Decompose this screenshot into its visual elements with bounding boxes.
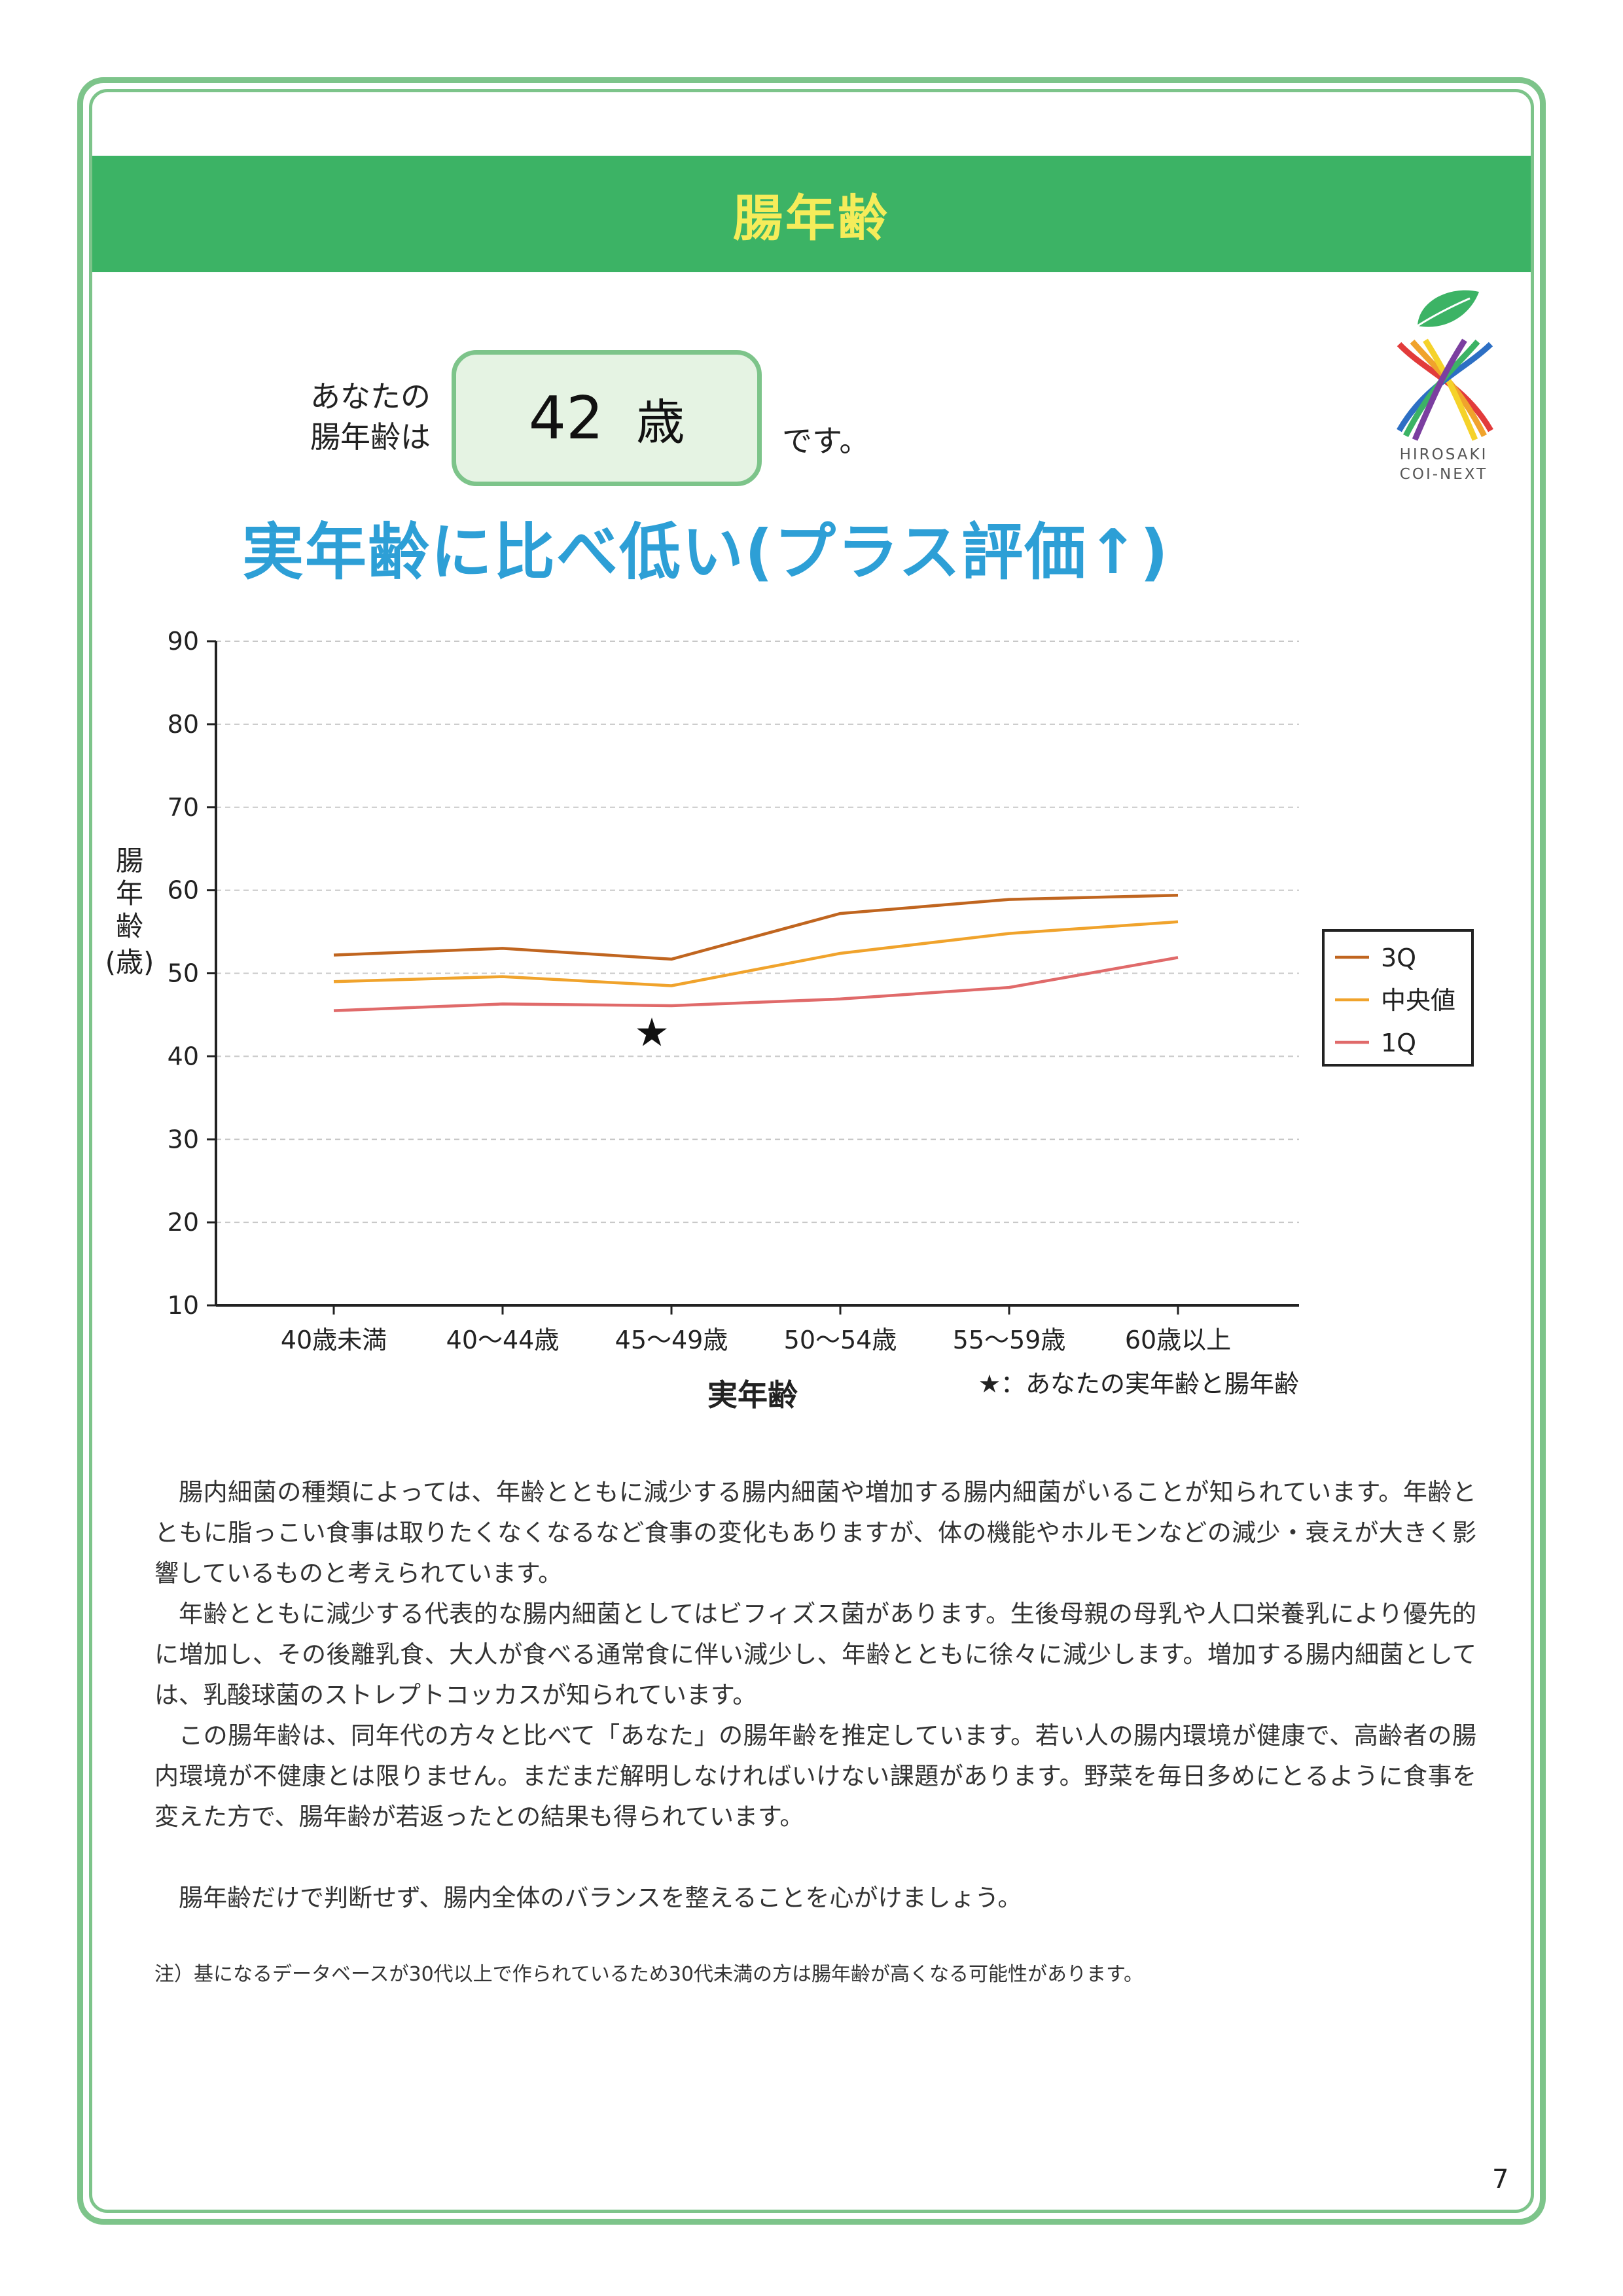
y-axis-label-char: (歳) bbox=[105, 946, 154, 978]
marker-note: ★：あなたの実年齢と腸年齢 bbox=[978, 1369, 1299, 1398]
y-tick-label: 90 bbox=[168, 627, 199, 656]
user-star-marker: ★ bbox=[634, 1010, 669, 1055]
x-tick-label: 40歳未満 bbox=[281, 1326, 387, 1354]
legend-label: 中央値 bbox=[1381, 986, 1455, 1015]
x-axis-label: 実年齢 bbox=[707, 1377, 798, 1413]
page-frame-inner bbox=[89, 89, 1534, 2213]
header-band: 腸年齢 bbox=[92, 156, 1531, 272]
series-line-1 bbox=[333, 893, 1179, 961]
age-box: 42 歳 bbox=[452, 350, 762, 486]
body-paragraph-3: この腸年齢は、同年代の方々と比べて「あなた」の腸年齢を推定しています。若い人の腸… bbox=[154, 1722, 1476, 1831]
intro-label-line1: あなたの bbox=[310, 379, 431, 414]
hirosaki-logo-icon bbox=[1397, 290, 1493, 441]
y-tick-label: 10 bbox=[168, 1291, 199, 1320]
age-unit: 歳 bbox=[636, 394, 685, 451]
body-closing: 腸年齢だけで判断せず、腸内全体のバランスを整えることを心がけましょう。 bbox=[179, 1884, 1022, 1912]
body-paragraph-2: 年齢とともに減少する代表的な腸内細菌としてはビフィズス菌があります。生後母親の母… bbox=[154, 1600, 1476, 1709]
intro-label: あなたの 腸年齢は bbox=[260, 376, 431, 457]
y-tick-label: 40 bbox=[168, 1042, 199, 1070]
verdict-text: 実年齢に比べ低い(プラス評価↑) bbox=[242, 517, 1169, 588]
page-number: 7 bbox=[1492, 2164, 1509, 2195]
legend-label: 3Q bbox=[1381, 944, 1416, 972]
y-tick-label: 50 bbox=[168, 959, 199, 988]
y-tick-label: 20 bbox=[168, 1208, 199, 1237]
y-tick-label: 70 bbox=[168, 793, 199, 822]
gut-age-line-chart: 10 20 30 40 50 60 70 80 90 40歳未満 40～44歳 45～49歳 50～54… bbox=[105, 627, 1474, 1413]
logo-text-line1: HIROSAKI bbox=[1399, 446, 1488, 463]
intro-label-line2: 腸年齢は bbox=[310, 419, 431, 455]
page-frame-outer bbox=[77, 77, 1546, 2225]
footnote: 注）基になるデータベースが30代以上で作られているため30代未満の方は腸年齢が高… bbox=[154, 1963, 1143, 1986]
series-line-2 bbox=[333, 920, 1179, 987]
y-axis-label-char: 腸 bbox=[116, 845, 143, 877]
y-tick-label: 80 bbox=[168, 710, 199, 739]
page-title: 腸年齢 bbox=[733, 189, 890, 247]
x-tick-label: 45～49歳 bbox=[615, 1326, 728, 1354]
y-tick-label: 30 bbox=[168, 1125, 199, 1154]
y-tick-label: 60 bbox=[168, 876, 199, 905]
logo-text-line2: COI-NEXT bbox=[1399, 466, 1488, 483]
legend-label: 1Q bbox=[1381, 1029, 1416, 1057]
body-paragraph-1: 腸内細菌の種類によっては、年齢とともに減少する腸内細菌や増加する腸内細菌がいるこ… bbox=[154, 1478, 1476, 1587]
body-text: 腸内細菌の種類によっては、年齢とともに減少する腸内細菌や増加する腸内細菌がいるこ… bbox=[154, 1472, 1476, 1918]
y-axis-label-char: 齢 bbox=[116, 910, 143, 942]
x-tick-label: 60歳以上 bbox=[1125, 1326, 1231, 1354]
intro-suffix: です。 bbox=[782, 423, 870, 459]
age-value: 42 bbox=[528, 383, 604, 453]
y-axis-label-char: 年 bbox=[116, 877, 143, 910]
x-tick-label: 50～54歳 bbox=[784, 1326, 897, 1354]
body-spacer bbox=[154, 1837, 1476, 1878]
series-line-3 bbox=[333, 956, 1179, 1012]
x-tick-label: 40～44歳 bbox=[446, 1326, 560, 1354]
x-tick-label: 55～59歳 bbox=[953, 1326, 1066, 1354]
